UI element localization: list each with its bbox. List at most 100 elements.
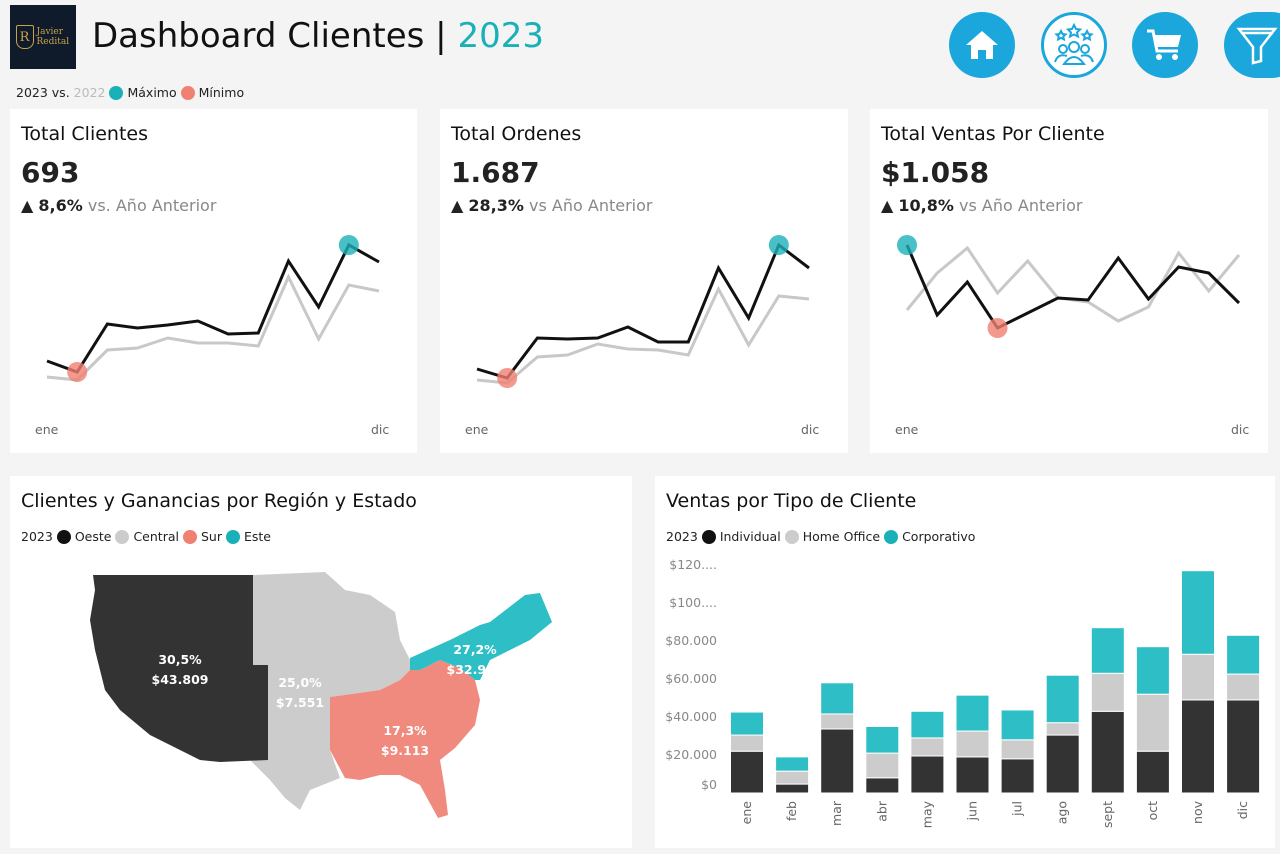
- kpi-value: 693: [21, 156, 80, 189]
- bar-individual[interactable]: [820, 728, 855, 794]
- legend-dot-individual: [701, 529, 716, 544]
- bar-corporativo[interactable]: [910, 710, 945, 739]
- legend-dot-este: [225, 529, 240, 544]
- max-dot: [109, 85, 124, 100]
- min-marker[interactable]: [497, 368, 518, 388]
- bar-corporativo[interactable]: [1090, 627, 1125, 674]
- bar-home-office[interactable]: [1226, 673, 1261, 701]
- kpi-card-ventas-por-cliente: Total Ventas Por Cliente $1.058 ▲ 10,8% …: [870, 109, 1268, 453]
- x-tick-label: sept: [1100, 801, 1115, 828]
- bar-card: Ventas por Tipo de Cliente 2023 Individu…: [655, 476, 1275, 848]
- bar-legend: 2023 Individual Home Office Corporativo: [666, 529, 976, 544]
- bar-individual[interactable]: [955, 756, 990, 794]
- x-tick-label: jul: [1010, 801, 1025, 817]
- page-title: Dashboard Clientes | 2023: [92, 16, 544, 56]
- region-label-oeste: 30,5% $43.809: [151, 652, 209, 687]
- previous-year-line: [905, 245, 1241, 323]
- x-tick-label: may: [919, 800, 934, 828]
- sparkline: [476, 235, 810, 388]
- bar-home-office[interactable]: [1181, 653, 1215, 701]
- customers-button[interactable]: [1041, 12, 1107, 78]
- bar-individual[interactable]: [1090, 710, 1125, 794]
- x-tick-label: jun: [965, 801, 980, 821]
- min-marker[interactable]: [987, 318, 1008, 338]
- x-tick-label: ene: [739, 801, 754, 825]
- map-legend: 2023 Oeste Central Sur Este: [21, 529, 271, 544]
- customers-stars-icon: [1054, 22, 1094, 65]
- kpi-title: Total Ordenes: [451, 123, 582, 145]
- region-sur[interactable]: [330, 660, 480, 818]
- bar-home-office[interactable]: [730, 734, 764, 752]
- stacked-bar-chart: $0 $20.000 $40.000 $60.000 $80.000 $100.... $1…: [665, 557, 1261, 828]
- bar-home-office[interactable]: [1045, 722, 1080, 736]
- bar-individual[interactable]: [1181, 699, 1215, 794]
- max-marker[interactable]: [338, 235, 359, 255]
- current-year-line: [476, 242, 810, 380]
- bar-individual[interactable]: [775, 783, 810, 794]
- axis-start-label: ene: [895, 422, 919, 437]
- map-card: Clientes y Ganancias por Región y Estado…: [10, 476, 632, 848]
- y-tick-label: $120....: [669, 557, 717, 572]
- max-marker[interactable]: [768, 235, 789, 255]
- bar-corporativo[interactable]: [865, 726, 900, 754]
- bar-corporativo[interactable]: [955, 694, 990, 732]
- legend-dot-sur: [182, 529, 197, 544]
- bar-individual[interactable]: [730, 750, 764, 794]
- cart-icon: [1147, 29, 1181, 60]
- bar-individual[interactable]: [1135, 750, 1170, 794]
- axis-start-label: ene: [465, 422, 489, 437]
- bar-home-office[interactable]: [910, 737, 945, 757]
- axis-start-label: ene: [35, 422, 59, 437]
- y-tick-label: $80.000: [665, 633, 717, 648]
- kpi-delta: ▲ 8,6% vs. Año Anterior: [21, 196, 217, 215]
- legend-dot-corporativo: [884, 529, 899, 544]
- home-button[interactable]: [949, 12, 1015, 78]
- bar-home-office[interactable]: [955, 730, 990, 758]
- bar-chart-title: Ventas por Tipo de Cliente: [666, 490, 917, 512]
- bar-individual[interactable]: [1000, 758, 1035, 794]
- bar-individual[interactable]: [865, 777, 900, 794]
- bar-home-office[interactable]: [820, 713, 855, 730]
- region-label-este: 27,2% $32.967: [446, 642, 504, 677]
- bar-corporativo[interactable]: [1226, 634, 1261, 675]
- bar-corporativo[interactable]: [1045, 674, 1080, 724]
- y-tick-label: $60.000: [665, 671, 717, 686]
- kpi-delta: ▲ 10,8% vs Año Anterior: [881, 196, 1083, 215]
- min-marker[interactable]: [67, 362, 88, 382]
- bar-corporativo[interactable]: [1135, 646, 1170, 695]
- filter-button[interactable]: [1224, 12, 1280, 78]
- bar-corporativo[interactable]: [820, 682, 855, 715]
- bar-corporativo[interactable]: [1181, 570, 1215, 655]
- region-label-sur: 17,3% $9.113: [380, 723, 430, 758]
- y-tick-label: $100....: [669, 595, 717, 610]
- bar-individual[interactable]: [910, 755, 945, 794]
- region-este[interactable]: [410, 593, 552, 680]
- legend-dot-oeste: [56, 529, 71, 544]
- kpi-card-ordenes: Total Ordenes 1.687 ▲ 28,3% vs Año Anter…: [440, 109, 848, 453]
- bar-corporativo[interactable]: [775, 756, 810, 772]
- bar-corporativo[interactable]: [730, 711, 764, 736]
- legend-dot-home-office: [784, 529, 799, 544]
- bar-home-office[interactable]: [775, 770, 810, 785]
- region-central[interactable]: [235, 572, 410, 810]
- bar-home-office[interactable]: [1000, 739, 1035, 760]
- max-marker[interactable]: [897, 235, 917, 255]
- bar-home-office[interactable]: [865, 752, 900, 779]
- kpi-title: Total Ventas Por Cliente: [881, 123, 1105, 145]
- comparison-legend: 2023 vs. 2022 Máximo Mínimo: [16, 85, 245, 100]
- bar-home-office[interactable]: [1090, 672, 1125, 712]
- bar-corporativo[interactable]: [1000, 709, 1035, 741]
- region-oeste[interactable]: [90, 575, 268, 762]
- axis-end-label: dic: [371, 422, 390, 437]
- map-title: Clientes y Ganancias por Región y Estado: [21, 490, 417, 512]
- x-tick-label: mar: [829, 800, 844, 826]
- y-tick-label: $40.000: [665, 709, 717, 724]
- logo-text: Javier Redital: [36, 27, 70, 47]
- bar-individual[interactable]: [1226, 699, 1261, 794]
- y-tick-label: $20.000: [665, 747, 717, 762]
- x-tick-label: oct: [1145, 801, 1160, 821]
- cart-button[interactable]: [1132, 12, 1198, 78]
- bar-individual[interactable]: [1045, 734, 1080, 794]
- bar-home-office[interactable]: [1135, 693, 1170, 752]
- x-tick-label: nov: [1190, 800, 1205, 824]
